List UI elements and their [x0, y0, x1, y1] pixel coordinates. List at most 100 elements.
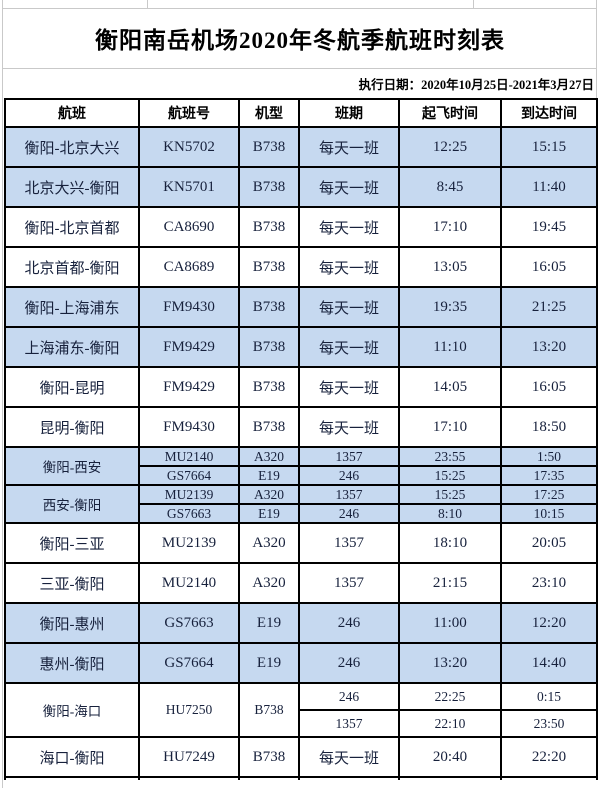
table-row: 北京大兴-衡阳 KN5701 B738 每天一班 8:45 11:40	[4, 166, 598, 208]
table-row: 惠州-衡阳 GS7664 E19 246 13:20 14:40	[4, 642, 598, 684]
cutoff-cell	[238, 776, 300, 780]
arrival-cell: 11:40	[500, 166, 598, 208]
table-row: 衡阳-三亚 MU2139 A320 1357 18:10 20:05	[4, 522, 598, 564]
table-row: 衡阳-惠州 GS7663 E19 246 11:00 12:20	[4, 602, 598, 644]
aircraft-cell: B738	[238, 246, 300, 288]
sheet-gridline-top-2	[473, 0, 474, 8]
arrival-cell: 16:05	[500, 366, 598, 408]
header-row: 航班 航班号 机型 班期 起飞时间 到达时间	[4, 98, 598, 128]
route-cell: 三亚-衡阳	[4, 562, 140, 604]
aircraft-cell: B738	[238, 406, 300, 448]
flight-no-cell: MU2140	[138, 446, 240, 467]
page-title: 衡阳南岳机场2020年冬航季航班时刻表	[95, 28, 505, 53]
departure-cell: 13:20	[398, 642, 502, 684]
table-row: 三亚-衡阳 MU2140 A320 1357 21:15 23:10	[4, 562, 598, 604]
days-cell: 每天一班	[298, 206, 400, 248]
days-cell: 每天一班	[298, 286, 400, 328]
route-cell: 衡阳-北京大兴	[4, 126, 140, 168]
days-cell: 每天一班	[298, 166, 400, 208]
aircraft-cell: E19	[238, 602, 300, 644]
col-header-departure: 起飞时间	[398, 98, 502, 128]
departure-cell: 22:10	[398, 709, 502, 738]
aircraft-cell: A320	[238, 484, 300, 505]
route-cell: 北京大兴-衡阳	[4, 166, 140, 208]
flight-no-cell: MU2139	[138, 484, 240, 505]
arrival-cell: 10:15	[500, 503, 598, 524]
table-subrow: 衡阳-西安 MU2140 A320 1357 23:55 1:50	[4, 446, 598, 486]
departure-cell: 12:25	[398, 126, 502, 168]
col-header-arrival: 到达时间	[500, 98, 598, 128]
aircraft-cell: B738	[238, 286, 300, 328]
departure-cell: 14:05	[398, 366, 502, 408]
aircraft-cell: B738	[238, 366, 300, 408]
arrival-cell: 1:50	[500, 446, 598, 467]
cutoff-cell	[138, 776, 240, 780]
table-row: 海口-衡阳 HU7249 B738 每天一班 20:40 22:20	[4, 736, 598, 778]
departure-cell: 11:00	[398, 602, 502, 644]
cutoff-cell	[298, 776, 400, 780]
arrival-cell: 23:10	[500, 562, 598, 604]
aircraft-cell: E19	[238, 465, 300, 486]
days-cell: 246	[298, 642, 400, 684]
aircraft-cell: B738	[238, 682, 300, 738]
table-body: 衡阳-北京大兴 KN5702 B738 每天一班 12:25 15:15 北京大兴-衡阳 KN…	[4, 126, 598, 780]
flight-no-cell: GS7663	[138, 503, 240, 524]
execution-date: 执行日期：2020年10月25日-2021年3月27日	[358, 78, 594, 92]
arrival-cell: 18:50	[500, 406, 598, 448]
departure-cell: 23:55	[398, 446, 502, 467]
aircraft-cell: E19	[238, 642, 300, 684]
route-cell: 衡阳-海口	[4, 682, 140, 738]
arrival-cell: 0:15	[500, 682, 598, 711]
route-cell: 衡阳-上海浦东	[4, 286, 140, 328]
arrival-cell: 19:45	[500, 206, 598, 248]
arrival-cell: 21:25	[500, 286, 598, 328]
col-header-route: 航班	[4, 98, 140, 128]
departure-cell: 11:10	[398, 326, 502, 368]
aircraft-cell: A320	[238, 446, 300, 467]
flight-no-cell: FM9429	[138, 366, 240, 408]
cutoff-cell	[4, 776, 140, 780]
col-header-aircraft: 机型	[238, 98, 300, 128]
days-cell: 1357	[298, 522, 400, 564]
flight-no-cell: HU7250	[138, 682, 240, 738]
arrival-cell: 13:20	[500, 326, 598, 368]
route-cell: 衡阳-西安	[4, 446, 140, 486]
table-subrow: GS7663 E19 246 8:10 10:15	[5, 503, 598, 524]
route-cell: 衡阳-惠州	[4, 602, 140, 644]
route-cell: 衡阳-北京首都	[4, 206, 140, 248]
sheet-gridline-title-top	[2, 8, 597, 9]
route-cell: 衡阳-昆明	[4, 366, 140, 408]
departure-cell: 8:45	[398, 166, 502, 208]
aircraft-cell: B738	[238, 166, 300, 208]
table-row: 昆明-衡阳 FM9430 B738 每天一班 17:10 18:50	[4, 406, 598, 448]
table-subrow: 衡阳-海口 HU7250 B738 246 22:25 0:15	[4, 682, 598, 738]
flight-no-cell: FM9429	[138, 326, 240, 368]
col-header-days: 班期	[298, 98, 400, 128]
route-cell: 上海浦东-衡阳	[4, 326, 140, 368]
departure-cell: 21:15	[398, 562, 502, 604]
departure-cell: 17:10	[398, 406, 502, 448]
departure-cell: 15:25	[398, 484, 502, 505]
flight-no-cell: KN5701	[138, 166, 240, 208]
flight-no-cell: GS7663	[138, 602, 240, 644]
table-row: 北京首都-衡阳 CA8689 B738 每天一班 13:05 16:05	[4, 246, 598, 288]
days-cell: 1357	[298, 446, 400, 467]
aircraft-cell: A320	[238, 522, 300, 564]
cutoff-cell	[500, 776, 598, 780]
departure-cell: 20:40	[398, 736, 502, 778]
route-cell: 西安-衡阳	[4, 484, 140, 524]
aircraft-cell: B738	[238, 126, 300, 168]
departure-cell: 13:05	[398, 246, 502, 288]
table-subrow: 1357 22:10 23:50	[5, 709, 598, 738]
departure-cell: 15:25	[398, 465, 502, 486]
departure-cell: 8:10	[398, 503, 502, 524]
aircraft-cell: B738	[238, 326, 300, 368]
arrival-cell: 20:05	[500, 522, 598, 564]
table-row: 衡阳-昆明 FM9429 B738 每天一班 14:05 16:05	[4, 366, 598, 408]
days-cell: 1357	[298, 484, 400, 505]
flight-no-cell: MU2139	[138, 522, 240, 564]
flight-no-cell: GS7664	[138, 642, 240, 684]
flight-no-cell: GS7664	[138, 465, 240, 486]
days-cell: 246	[298, 465, 400, 486]
cutoff-row	[4, 776, 598, 780]
